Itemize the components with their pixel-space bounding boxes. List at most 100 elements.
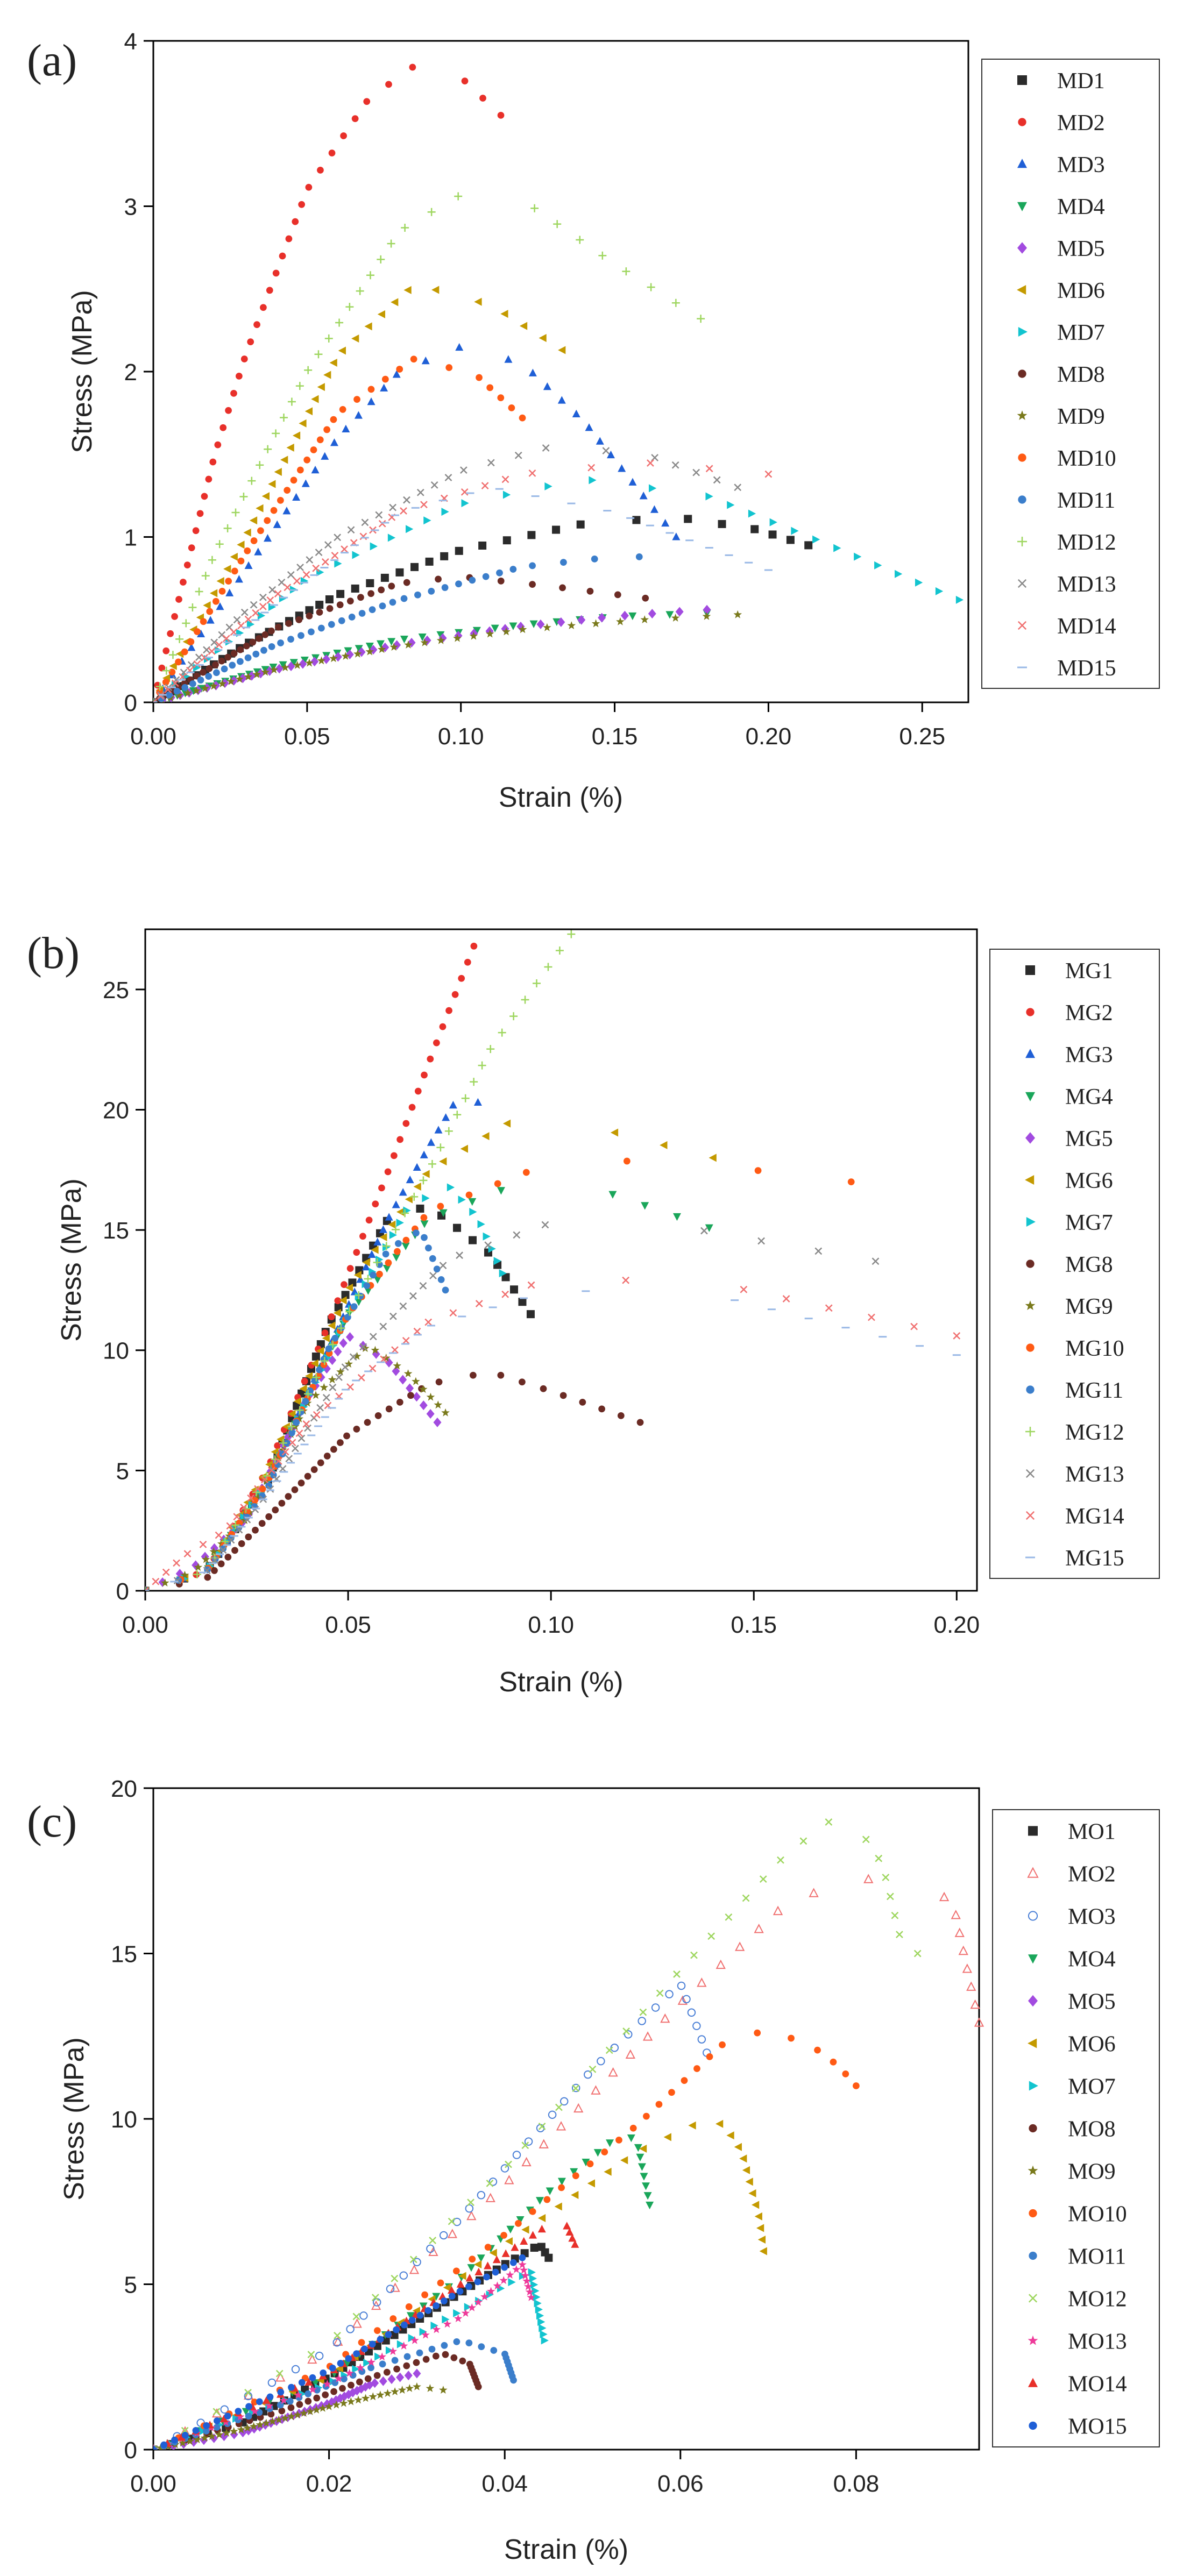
data-point xyxy=(224,2413,231,2420)
data-point xyxy=(469,1208,477,1216)
y-axis-label: Stress (MPa) xyxy=(67,290,98,453)
series-mo10 xyxy=(153,2029,860,2450)
data-point xyxy=(346,2397,356,2406)
data-point xyxy=(298,2379,306,2386)
data-point xyxy=(206,665,213,672)
data-point xyxy=(312,1373,321,1382)
data-point xyxy=(345,303,354,311)
data-point xyxy=(756,2224,764,2232)
data-point xyxy=(250,537,258,544)
legend-label: MD12 xyxy=(1057,530,1116,555)
data-point xyxy=(365,647,374,656)
data-point xyxy=(376,1270,383,1278)
data-point xyxy=(393,1361,401,1370)
data-point xyxy=(486,2290,494,2299)
data-point xyxy=(320,1357,329,1365)
data-point xyxy=(627,2134,635,2143)
x-tick-label: 0.20 xyxy=(933,1612,980,1638)
data-point xyxy=(693,2065,700,2072)
data-point xyxy=(145,1590,150,1591)
data-point xyxy=(605,2046,613,2054)
data-point xyxy=(168,651,177,659)
data-point xyxy=(403,579,410,586)
legend-marker xyxy=(1028,1995,1038,2007)
data-point xyxy=(606,450,615,459)
data-point xyxy=(536,2197,544,2205)
data-point xyxy=(677,1995,688,2005)
data-point xyxy=(453,1111,462,1119)
data-point xyxy=(224,653,231,661)
data-point xyxy=(230,650,238,657)
data-point xyxy=(330,2388,337,2395)
data-point xyxy=(425,557,434,566)
data-point xyxy=(277,2388,285,2396)
data-point xyxy=(335,1374,343,1381)
data-point xyxy=(160,1578,169,1587)
data-point xyxy=(661,518,670,527)
data-point xyxy=(473,2260,482,2269)
data-point xyxy=(346,1332,355,1342)
data-point xyxy=(432,2352,440,2360)
data-point xyxy=(456,1251,463,1259)
legend-item: MD12 xyxy=(1017,530,1116,555)
data-point xyxy=(610,1128,619,1137)
data-point xyxy=(426,2384,435,2392)
data-point xyxy=(223,642,232,644)
data-point xyxy=(684,515,692,523)
data-point xyxy=(311,1391,320,1399)
data-point xyxy=(366,579,374,587)
data-point xyxy=(231,1547,238,1554)
data-point xyxy=(284,583,292,592)
data-point xyxy=(279,252,286,260)
data-point xyxy=(757,2235,766,2244)
data-point xyxy=(250,2407,259,2415)
data-point xyxy=(672,532,681,540)
data-point xyxy=(311,395,319,403)
data-point xyxy=(433,1265,441,1273)
data-point xyxy=(162,666,171,675)
data-point xyxy=(235,1526,243,1534)
data-point xyxy=(496,569,503,577)
series-md5 xyxy=(153,604,711,702)
data-point xyxy=(223,1544,231,1546)
data-point xyxy=(707,1932,716,1940)
data-point xyxy=(333,1308,341,1317)
legend-item: MG3 xyxy=(1025,1043,1113,1068)
data-point xyxy=(299,1384,307,1393)
data-point xyxy=(563,2222,571,2230)
data-point xyxy=(225,578,232,585)
data-point xyxy=(359,2311,368,2320)
data-point xyxy=(966,1981,976,1991)
data-point xyxy=(334,1347,342,1357)
data-point xyxy=(646,2201,654,2210)
data-point xyxy=(249,516,258,525)
data-point xyxy=(522,2276,531,2285)
data-point xyxy=(288,1429,295,1436)
legend-marker xyxy=(1025,1132,1035,1144)
data-point xyxy=(338,346,346,355)
legend-label: MG8 xyxy=(1065,1253,1113,1277)
data-point xyxy=(665,532,674,534)
data-point xyxy=(272,1506,279,1514)
legend-marker xyxy=(1018,495,1026,504)
data-point xyxy=(214,2417,221,2424)
data-point xyxy=(240,608,249,616)
data-point xyxy=(201,493,208,500)
data-point xyxy=(754,1167,762,1175)
y-tick-label: 5 xyxy=(124,2272,137,2299)
data-point xyxy=(915,578,923,587)
data-point xyxy=(522,1169,530,1176)
data-point xyxy=(328,1313,335,1320)
data-point xyxy=(637,2017,646,2025)
data-point xyxy=(548,2110,557,2119)
data-point xyxy=(502,627,511,636)
series-md4 xyxy=(153,609,711,702)
data-point xyxy=(339,1338,348,1348)
data-point xyxy=(307,2354,317,2364)
data-point xyxy=(286,443,294,452)
data-point xyxy=(361,2345,368,2353)
data-point xyxy=(203,601,211,610)
data-point xyxy=(692,468,700,476)
data-point xyxy=(465,2339,473,2347)
legend-item: MO6 xyxy=(1028,2032,1116,2057)
